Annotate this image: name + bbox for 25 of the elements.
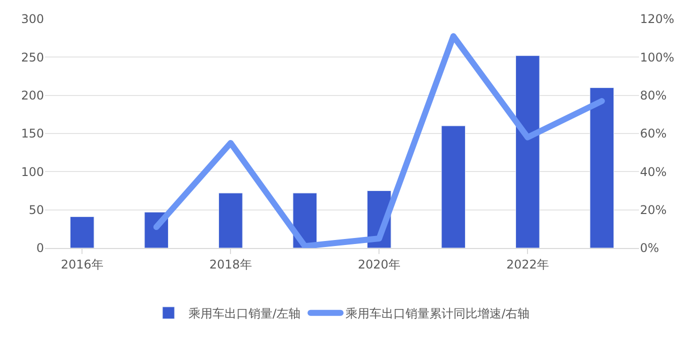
bar (590, 87, 614, 248)
bar (516, 55, 540, 248)
bar (218, 192, 243, 248)
y2-tick-label: 100% (640, 50, 674, 64)
x-tick-label: 2022年 (506, 257, 549, 272)
y2-tick-label: 120% (640, 12, 674, 26)
y-tick-label: 50 (28, 203, 44, 218)
legend-label: 乘用车出口销量累计同比增速/右轴 (346, 306, 530, 321)
x-tick-label: 2016年 (60, 257, 104, 272)
y2-tick-label: 80% (640, 88, 667, 103)
bar (441, 126, 466, 248)
y2-tick-label: 40% (640, 164, 667, 179)
y-tick-label: 100 (21, 164, 44, 179)
y-tick-label: 300 (21, 12, 44, 26)
y2-tick-label: 60% (640, 126, 667, 141)
y-tick-label: 150 (21, 126, 44, 141)
y2-tick-label: 20% (640, 203, 667, 218)
y-tick-label: 0 (36, 241, 44, 256)
y-tick-label: 200 (21, 88, 44, 103)
x-tick-label: 2020年 (358, 257, 400, 272)
legend-label: 乘用车出口销量/左轴 (188, 306, 301, 321)
bar (70, 216, 94, 248)
y-tick-label: 250 (21, 50, 44, 64)
y2-tick-label: 0% (640, 241, 660, 256)
x-tick-label: 2018年 (209, 257, 252, 272)
